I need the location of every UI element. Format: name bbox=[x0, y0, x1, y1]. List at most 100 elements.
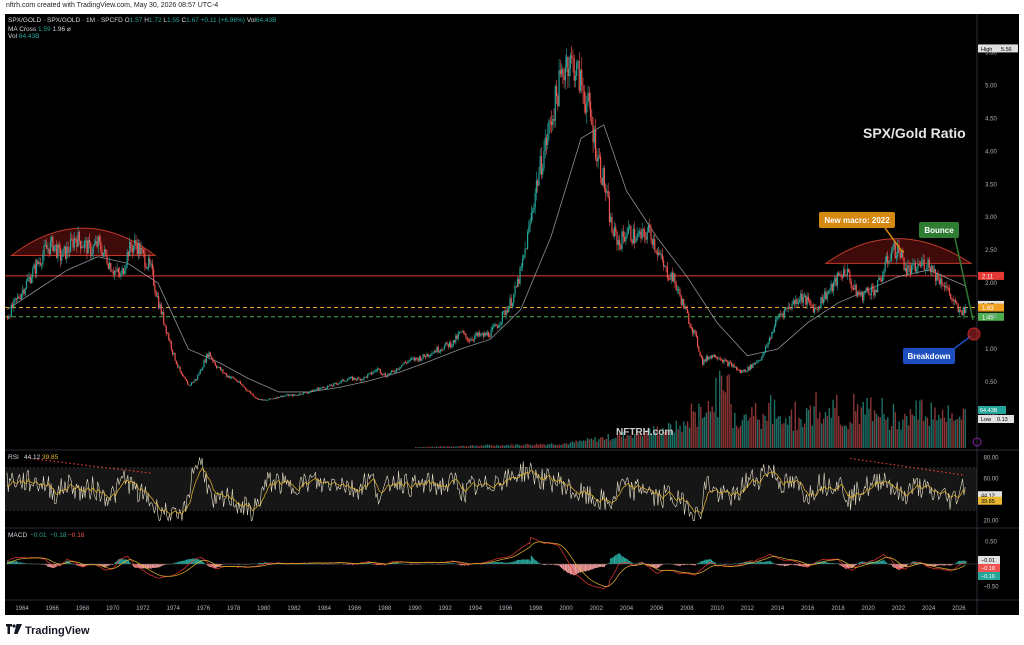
macd-histogram-bar bbox=[76, 564, 78, 566]
tradingview-footer[interactable]: TradingView bbox=[6, 624, 90, 637]
candle-body bbox=[173, 352, 175, 354]
candle-body bbox=[871, 286, 874, 289]
chart-svg[interactable]: 2.111.671.631.49 80.0060.0040.0020.0044.… bbox=[5, 14, 1019, 615]
macd-histogram-bar bbox=[205, 564, 208, 565]
volume-bar bbox=[624, 438, 626, 448]
macd-histogram-bar bbox=[579, 564, 582, 573]
macd-histogram-bar bbox=[705, 559, 707, 564]
macd-histogram-bar bbox=[80, 564, 82, 567]
x-tick-label: 2002 bbox=[590, 606, 604, 612]
volume-bar bbox=[443, 446, 445, 448]
volume-bar bbox=[450, 446, 453, 448]
candle-body bbox=[8, 316, 10, 319]
candle-body bbox=[732, 364, 734, 367]
candle-body bbox=[657, 252, 660, 255]
candle-body bbox=[469, 340, 471, 342]
candle-body bbox=[364, 376, 366, 378]
candle-body bbox=[605, 189, 607, 193]
candle-body bbox=[805, 295, 807, 305]
x-tick-label: 2006 bbox=[650, 606, 664, 612]
candle-body bbox=[695, 332, 697, 337]
macd-histogram-bar bbox=[861, 561, 864, 564]
volume-bar bbox=[641, 436, 643, 448]
candle-body bbox=[210, 356, 213, 359]
macd-histogram-bar bbox=[533, 558, 535, 564]
candle-body bbox=[748, 367, 750, 370]
volume-bar bbox=[781, 424, 783, 448]
macd-histogram-bar bbox=[588, 564, 590, 571]
macd-histogram-bar bbox=[464, 564, 466, 566]
volume-bar bbox=[790, 409, 793, 448]
candle-body bbox=[874, 290, 876, 296]
candle-body bbox=[340, 380, 342, 383]
candle-body bbox=[884, 261, 886, 272]
macd-histogram-bar bbox=[776, 564, 778, 565]
volume-bar bbox=[460, 445, 462, 448]
candle-body bbox=[321, 386, 323, 388]
candle-body bbox=[341, 379, 344, 381]
vol-legend[interactable]: Vol 64.43B bbox=[8, 33, 39, 40]
candle-body bbox=[703, 359, 705, 365]
macd-histogram-bar bbox=[555, 564, 558, 565]
candle-body bbox=[110, 263, 112, 272]
ma-legend[interactable]: MA Cross 1.59 1.96 ⌀ bbox=[8, 25, 71, 33]
candle-body bbox=[34, 264, 36, 274]
candle-body bbox=[553, 118, 555, 121]
candle-body bbox=[33, 264, 35, 269]
macd-histogram-bar bbox=[898, 564, 900, 571]
candle-body bbox=[649, 224, 651, 229]
macd-histogram-bar bbox=[777, 564, 779, 566]
candle-body bbox=[844, 269, 846, 276]
macd-histogram-bar bbox=[573, 564, 575, 576]
volume-bar bbox=[630, 435, 632, 448]
macd-histogram-bar bbox=[795, 564, 797, 566]
macd-tick-label: −0.50 bbox=[983, 585, 999, 591]
volume-bar bbox=[618, 432, 621, 448]
volume-bar bbox=[873, 410, 876, 448]
candle-body bbox=[621, 231, 623, 250]
candle-body bbox=[442, 349, 444, 351]
macd-pane: 0.500.00−0.50−0.01−0.18−0.16MACD−0.01−0.… bbox=[5, 532, 1000, 591]
volume-bar bbox=[671, 430, 674, 448]
candle-body bbox=[724, 359, 726, 361]
volume-bar bbox=[724, 392, 727, 448]
candle-body bbox=[493, 326, 495, 328]
macd-histogram-bar bbox=[941, 564, 943, 566]
volume-bar bbox=[675, 420, 677, 448]
macd-histogram-bar bbox=[108, 564, 111, 566]
macd-histogram-bar bbox=[693, 564, 695, 566]
macd-histogram-bar bbox=[81, 564, 83, 567]
candle-body bbox=[762, 353, 764, 357]
volume-bar bbox=[932, 419, 934, 448]
x-tick-label: 2022 bbox=[892, 606, 906, 612]
macd-histogram-bar bbox=[535, 560, 538, 564]
volume-bar bbox=[930, 402, 932, 448]
macd-histogram-bar bbox=[739, 563, 741, 564]
candle-body bbox=[193, 381, 195, 383]
candle-body bbox=[268, 398, 271, 400]
candle-body bbox=[908, 265, 910, 268]
macd-value-tag-label: −0.01 bbox=[981, 558, 995, 564]
candle-body bbox=[650, 228, 652, 239]
candle-body bbox=[963, 307, 966, 313]
candle-body bbox=[466, 336, 468, 341]
candle-body bbox=[821, 297, 823, 304]
candle-body bbox=[412, 358, 414, 359]
volume-bar bbox=[513, 445, 515, 448]
macd-histogram-bar bbox=[880, 560, 883, 564]
macd-histogram-bar bbox=[762, 562, 764, 564]
macd-histogram-bar bbox=[600, 564, 602, 567]
macd-histogram-bar bbox=[744, 561, 747, 564]
candle-body bbox=[90, 243, 92, 257]
candle-body bbox=[13, 299, 15, 308]
volume-bar bbox=[435, 446, 438, 448]
candle-body bbox=[71, 238, 73, 240]
macd-histogram-bar bbox=[691, 564, 694, 566]
chart-frame[interactable]: 2.111.671.631.49 80.0060.0040.0020.0044.… bbox=[5, 14, 1019, 615]
candle-body bbox=[194, 379, 196, 382]
candle-body bbox=[7, 316, 9, 319]
candle-body bbox=[188, 384, 190, 386]
candle-body bbox=[183, 376, 185, 378]
candle-body bbox=[82, 246, 84, 248]
eye-icon[interactable]: ⌀ bbox=[66, 26, 71, 33]
